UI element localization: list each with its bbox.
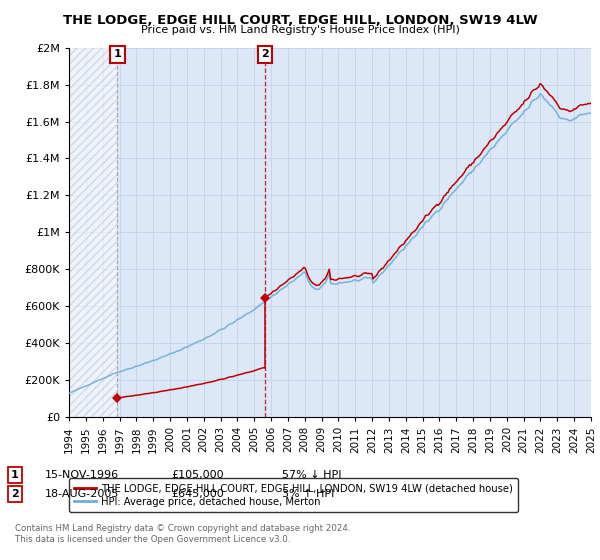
Legend: THE LODGE, EDGE HILL COURT, EDGE HILL, LONDON, SW19 4LW (detached house), HPI: A: THE LODGE, EDGE HILL COURT, EDGE HILL, L… [69,478,518,512]
Text: 1: 1 [11,470,19,480]
Text: Contains HM Land Registry data © Crown copyright and database right 2024.
This d: Contains HM Land Registry data © Crown c… [15,524,350,544]
Text: 3% ↑ HPI: 3% ↑ HPI [282,489,334,499]
Text: Price paid vs. HM Land Registry's House Price Index (HPI): Price paid vs. HM Land Registry's House … [140,25,460,35]
Text: 2: 2 [11,489,19,499]
Text: 18-AUG-2005: 18-AUG-2005 [45,489,119,499]
Text: 57% ↓ HPI: 57% ↓ HPI [282,470,341,480]
Text: 2: 2 [261,49,269,59]
Text: 1: 1 [113,49,121,59]
Text: 15-NOV-1996: 15-NOV-1996 [45,470,119,480]
Text: THE LODGE, EDGE HILL COURT, EDGE HILL, LONDON, SW19 4LW: THE LODGE, EDGE HILL COURT, EDGE HILL, L… [62,14,538,27]
Text: £105,000: £105,000 [171,470,224,480]
Text: £645,000: £645,000 [171,489,224,499]
